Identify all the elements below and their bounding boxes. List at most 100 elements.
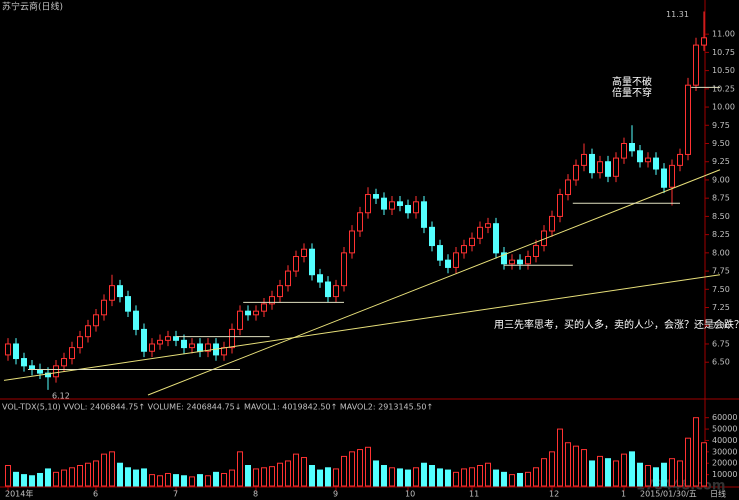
candle-body <box>173 336 179 341</box>
candle-body <box>77 336 83 349</box>
y-tick-label: 7.75 <box>712 267 730 276</box>
candle-body <box>397 201 403 206</box>
candle-body <box>485 223 491 228</box>
candle-body <box>405 204 411 214</box>
y-tick-label: 40000 <box>712 436 737 445</box>
volume-bar <box>157 475 163 487</box>
annotation: 用三先率思考，买的人多，卖的人少，会涨？还是会跌？ <box>494 318 739 331</box>
candle-body <box>285 270 291 287</box>
volume-bar <box>109 451 115 487</box>
volume-bar <box>645 465 651 487</box>
candle-body <box>557 194 563 217</box>
y-tick-label: 9.75 <box>712 121 730 130</box>
candle-body <box>693 44 699 86</box>
x-tick-label: 2014年 <box>5 489 33 499</box>
y-tick-label: 7.50 <box>712 285 730 294</box>
volume-bar <box>629 451 635 487</box>
volume-bar <box>589 460 595 487</box>
candle-body <box>21 358 27 367</box>
volume-bar <box>565 442 571 487</box>
volume-bar <box>637 462 643 487</box>
volume-bar <box>13 471 19 487</box>
volume-bar <box>85 462 91 487</box>
trend-line <box>147 169 721 396</box>
volume-bar <box>573 445 579 487</box>
candle-body <box>237 310 243 330</box>
candle-body <box>189 343 195 349</box>
volume-bar <box>69 467 75 487</box>
volume-bar <box>301 457 307 487</box>
volume-bar <box>557 428 563 487</box>
candle-body <box>389 201 395 210</box>
y-tick-label: 10000 <box>712 470 737 479</box>
low-label: 6.12 <box>52 391 70 400</box>
volume-bar <box>149 474 155 487</box>
x-tick-label: 1 <box>621 490 626 499</box>
candle-body <box>493 223 499 254</box>
volume-bar <box>461 468 467 487</box>
volume-bar <box>701 442 707 487</box>
candle-body <box>317 274 323 283</box>
y-tick-label: 20000 <box>712 459 737 468</box>
candle-body <box>277 285 283 298</box>
candle-body <box>429 226 435 247</box>
candle-body <box>437 245 443 261</box>
candle-body <box>701 37 707 46</box>
candle-body <box>245 310 251 316</box>
volume-bar <box>605 458 611 487</box>
candle-body <box>685 84 691 155</box>
volume-bar <box>37 472 43 487</box>
candle-body <box>229 328 235 349</box>
volume-bar <box>205 475 211 487</box>
y-tick-label: 50000 <box>712 425 737 434</box>
high-label: 11.31 <box>666 10 689 19</box>
candle-body <box>349 230 355 254</box>
candle-body <box>5 343 11 356</box>
volume-bar <box>293 453 299 487</box>
y-tick-label: 8.50 <box>712 212 730 221</box>
chart-title: 苏宁云商(日线) <box>2 1 63 13</box>
candle-body <box>333 285 339 298</box>
y-tick-label: 10.50 <box>712 66 735 75</box>
volume-bar <box>685 437 691 487</box>
x-tick-label: 10 <box>405 490 415 499</box>
date-label: 2015/01/30/五 <box>640 490 697 499</box>
candle-body <box>469 237 475 247</box>
candle-body <box>85 325 91 338</box>
volume-bar <box>413 467 419 487</box>
volume-bar <box>277 462 283 487</box>
candle-body <box>149 343 155 352</box>
volume-bar <box>261 467 267 487</box>
candle-body <box>637 150 643 163</box>
volume-bar <box>597 455 603 487</box>
volume-bar <box>325 467 331 487</box>
candle-body <box>373 194 379 199</box>
volume-bar <box>245 465 251 487</box>
volume-bar <box>437 468 443 487</box>
candle-body <box>301 248 307 257</box>
candle-body <box>221 347 227 356</box>
y-tick-label: 60000 <box>712 413 737 422</box>
candle-body <box>501 252 507 265</box>
volume-bar <box>141 468 147 487</box>
candle-body <box>165 336 171 341</box>
candle-body <box>581 153 587 166</box>
y-tick-label: 10.75 <box>712 48 735 57</box>
annotation: 高量不破 <box>612 75 652 88</box>
volume-bar <box>373 460 379 487</box>
volume-bar <box>493 469 499 487</box>
volume-bar <box>221 472 227 487</box>
x-tick-label: 8 <box>253 490 258 499</box>
volume-bar <box>429 465 435 487</box>
volume-bar <box>693 417 699 487</box>
candle-body <box>461 245 467 254</box>
candle-body <box>93 314 99 327</box>
volume-bar <box>101 453 107 487</box>
candle-body <box>133 310 139 330</box>
candle-body <box>533 245 539 257</box>
candle-body <box>453 252 459 268</box>
volume-bar <box>189 476 195 487</box>
volume-bar <box>61 469 67 487</box>
candle-body <box>677 153 683 166</box>
y-tick-label: 30000 <box>712 447 737 456</box>
